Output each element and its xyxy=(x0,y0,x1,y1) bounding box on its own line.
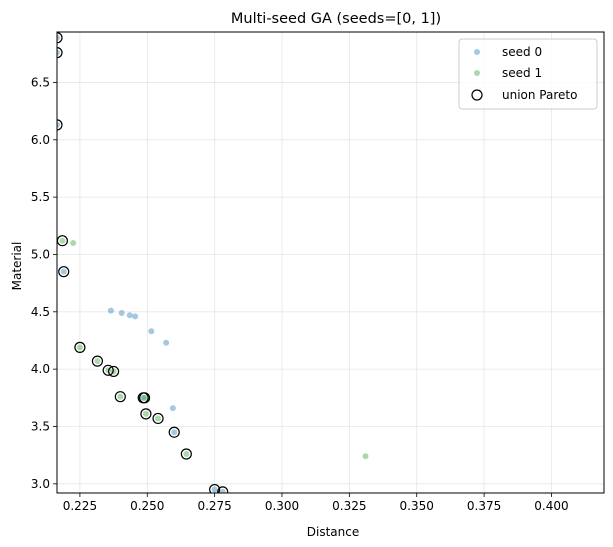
seed-1-point xyxy=(94,358,101,365)
seed-0-point xyxy=(148,328,155,335)
x-tick-label: 0.325 xyxy=(332,499,366,513)
union-pareto-point xyxy=(152,412,164,425)
axes-frame xyxy=(56,31,605,494)
seed-0-point xyxy=(126,312,133,319)
x-axis-ticks: 0.225 0.250 0.275 0.300 0.325 0.350 0.375 0.400 xyxy=(63,493,569,513)
union-pareto-point xyxy=(57,47,63,59)
union-pareto-point xyxy=(57,119,63,131)
seed-0-point xyxy=(60,268,67,275)
x-tick-label: 0.300 xyxy=(265,499,299,513)
seed-1-point xyxy=(70,240,77,247)
seed-0-point xyxy=(132,313,139,320)
seed-0-point xyxy=(219,488,226,493)
union-pareto-point xyxy=(217,486,229,493)
y-tick-label: 4.0 xyxy=(31,362,50,376)
seed-0-point xyxy=(211,486,218,493)
union-pareto-point xyxy=(74,341,86,353)
union-pareto-point xyxy=(180,448,192,460)
y-tick-label: 6.5 xyxy=(31,75,50,89)
seed-1-point xyxy=(362,453,369,460)
seed-1-point xyxy=(59,237,66,244)
x-tick-label: 0.275 xyxy=(197,499,231,513)
y-tick-label: 4.5 xyxy=(31,305,50,319)
y-axis-ticks: 3.0 3.5 4.0 4.5 5.0 5.5 6.0 6.5 xyxy=(31,75,57,491)
union-pareto-point xyxy=(107,365,120,378)
y-tick-label: 3.0 xyxy=(31,477,50,491)
union-pareto-point xyxy=(57,32,63,44)
y-axis-label: Material xyxy=(10,242,24,291)
seed-1-point xyxy=(117,393,124,400)
x-tick-label: 0.400 xyxy=(534,499,568,513)
seed-0-point xyxy=(57,49,60,56)
chart-title: Multi-seed GA (seeds=[0, 1]) xyxy=(231,11,441,27)
seed-0-point xyxy=(169,405,176,412)
seed-0-point xyxy=(163,339,170,346)
union-pareto-point xyxy=(138,392,151,404)
union-pareto-point xyxy=(58,266,70,278)
seed-1-point xyxy=(155,415,162,422)
legend-box xyxy=(458,38,598,110)
seed-0-point xyxy=(57,121,60,128)
x-tick-label: 0.350 xyxy=(400,499,434,513)
union-pareto-point xyxy=(168,426,180,438)
legend-seed-1-marker xyxy=(474,70,480,76)
data-points xyxy=(57,32,369,493)
legend: seed 0 seed 1 union Pareto xyxy=(458,38,598,110)
x-tick-label: 0.250 xyxy=(130,499,164,513)
y-tick-label: 5.0 xyxy=(31,247,50,261)
seed-0-point xyxy=(57,34,60,41)
legend-seed-0-label: seed 0 xyxy=(502,45,542,59)
seed-0-point xyxy=(140,394,147,401)
y-tick-label: 5.5 xyxy=(31,190,50,204)
x-tick-label: 0.375 xyxy=(467,499,501,513)
seed-1-point xyxy=(142,410,149,417)
union-pareto-point xyxy=(91,355,104,367)
x-tick-label: 0.225 xyxy=(63,499,97,513)
seed-1-point xyxy=(141,394,148,401)
y-tick-label: 6.0 xyxy=(31,133,50,147)
legend-seed-1-label: seed 1 xyxy=(502,66,542,80)
legend-union-pareto-label: union Pareto xyxy=(502,88,577,102)
seed-1-point xyxy=(183,451,190,458)
seed-1-point xyxy=(76,344,83,351)
union-pareto-point xyxy=(140,408,152,420)
seed-0-point xyxy=(171,429,178,436)
legend-union-pareto-marker xyxy=(471,89,483,101)
union-pareto-point xyxy=(114,391,126,403)
union-pareto-point xyxy=(209,483,221,493)
union-pareto-point xyxy=(102,364,114,376)
y-tick-label: 3.5 xyxy=(31,419,50,433)
seed-0-point xyxy=(107,307,114,314)
x-axis-label: Distance xyxy=(307,525,359,539)
legend-seed-0-marker xyxy=(474,49,480,55)
seed-0-point xyxy=(118,309,125,316)
